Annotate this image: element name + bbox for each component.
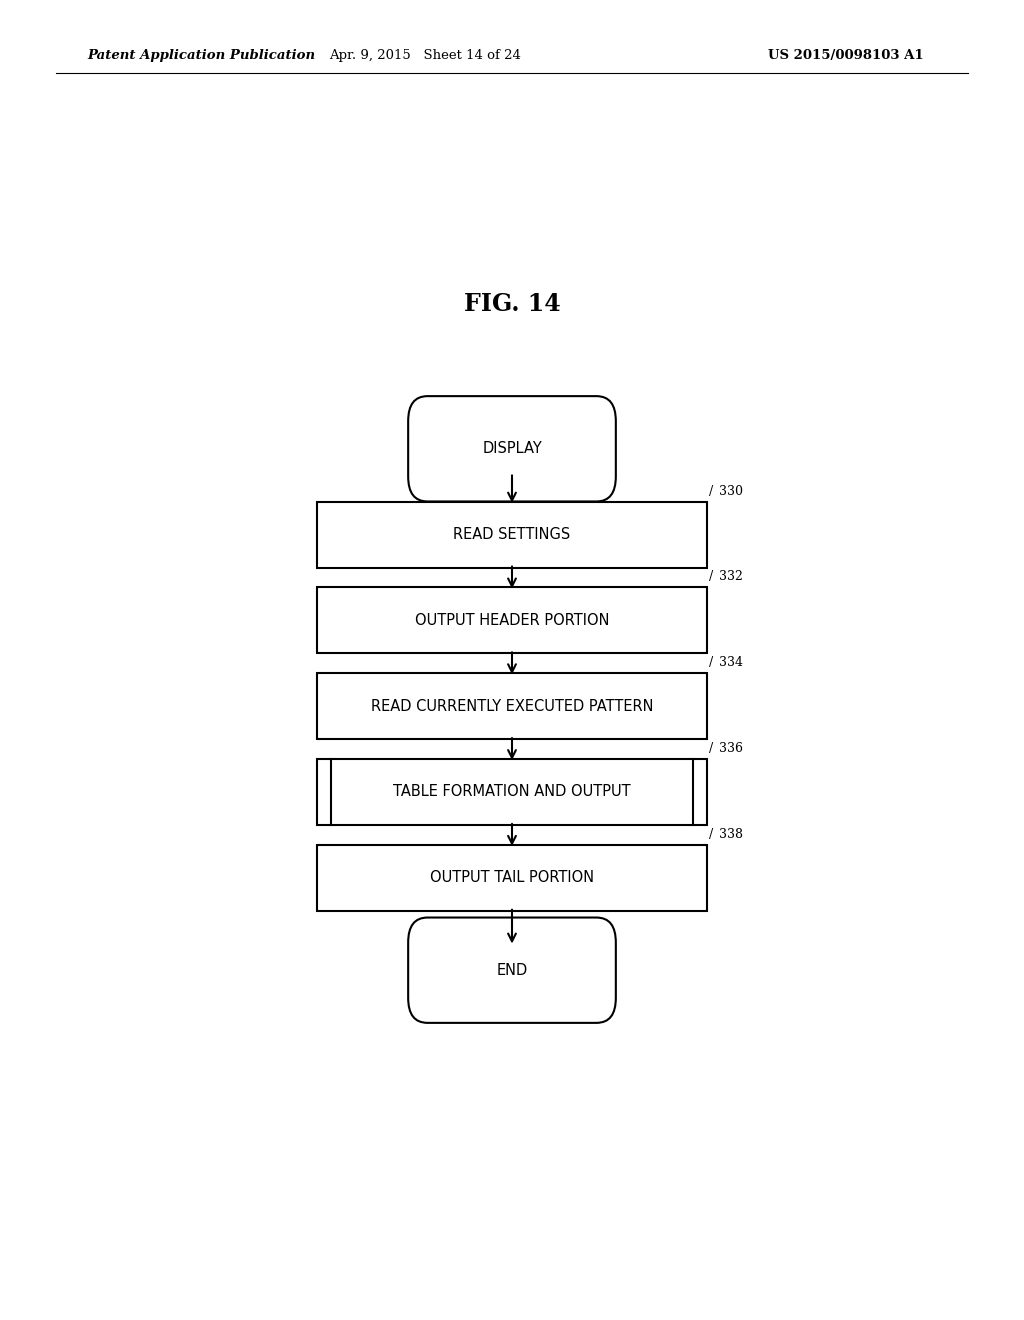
Bar [317,845,707,911]
Text: OUTPUT HEADER PORTION: OUTPUT HEADER PORTION [415,612,609,628]
Text: Patent Application Publication: Patent Application Publication [87,49,315,62]
Text: 332: 332 [719,570,742,583]
Bar [317,502,707,568]
Text: OUTPUT TAIL PORTION: OUTPUT TAIL PORTION [430,870,594,886]
Text: 330: 330 [719,484,742,498]
Text: DISPLAY: DISPLAY [482,441,542,457]
Text: /: / [710,570,714,583]
Text: /: / [710,742,714,755]
Text: 334: 334 [719,656,742,669]
Text: 336: 336 [719,742,742,755]
Text: 338: 338 [719,828,742,841]
Bar [317,673,707,739]
Text: READ SETTINGS: READ SETTINGS [454,527,570,543]
Text: /: / [710,484,714,498]
Text: US 2015/0098103 A1: US 2015/0098103 A1 [768,49,924,62]
FancyBboxPatch shape [409,396,615,502]
Text: Apr. 9, 2015   Sheet 14 of 24: Apr. 9, 2015 Sheet 14 of 24 [329,49,521,62]
Text: TABLE FORMATION AND OUTPUT: TABLE FORMATION AND OUTPUT [393,784,631,800]
Text: READ CURRENTLY EXECUTED PATTERN: READ CURRENTLY EXECUTED PATTERN [371,698,653,714]
Bar [317,587,707,653]
Text: END: END [497,962,527,978]
FancyBboxPatch shape [409,917,615,1023]
Text: /: / [710,828,714,841]
Text: /: / [710,656,714,669]
Text: FIG. 14: FIG. 14 [464,292,560,315]
Bar [317,759,707,825]
